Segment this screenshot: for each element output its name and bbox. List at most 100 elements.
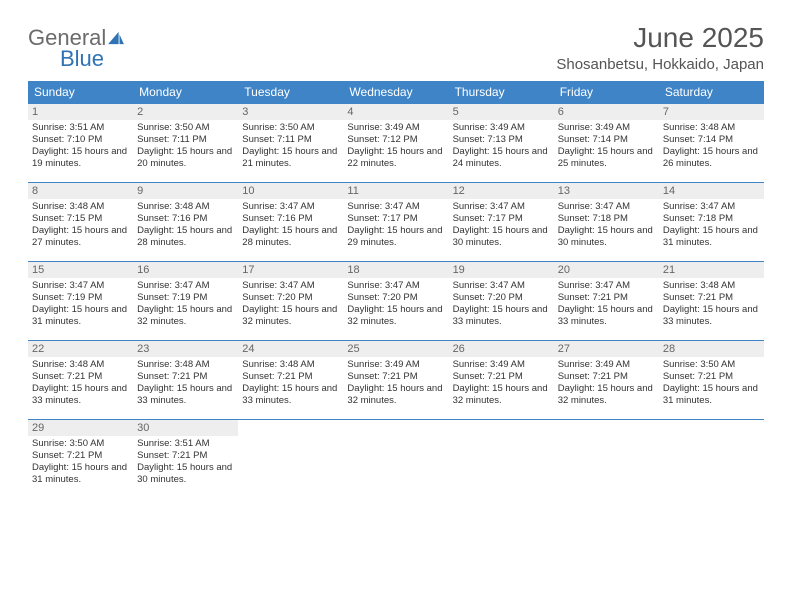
sunrise-line: Sunrise: 3:48 AM <box>32 201 129 213</box>
sunset-line: Sunset: 7:21 PM <box>242 371 339 383</box>
sunset-line: Sunset: 7:21 PM <box>347 371 444 383</box>
day-number: 12 <box>449 183 554 199</box>
daylight-line: Daylight: 15 hours and 28 minutes. <box>137 225 234 249</box>
day-cell: 25Sunrise: 3:49 AMSunset: 7:21 PMDayligh… <box>343 341 448 419</box>
sunset-line: Sunset: 7:21 PM <box>558 371 655 383</box>
sunrise-line: Sunrise: 3:51 AM <box>32 122 129 134</box>
sunrise-line: Sunrise: 3:47 AM <box>242 201 339 213</box>
sunset-line: Sunset: 7:19 PM <box>32 292 129 304</box>
sunrise-line: Sunrise: 3:48 AM <box>242 359 339 371</box>
sunset-line: Sunset: 7:11 PM <box>242 134 339 146</box>
day-cell: 13Sunrise: 3:47 AMSunset: 7:18 PMDayligh… <box>554 183 659 261</box>
day-cell: 1Sunrise: 3:51 AMSunset: 7:10 PMDaylight… <box>28 104 133 182</box>
sunrise-line: Sunrise: 3:47 AM <box>558 201 655 213</box>
day-number: 23 <box>133 341 238 357</box>
day-header-row: Sunday Monday Tuesday Wednesday Thursday… <box>28 81 764 104</box>
day-cell: 26Sunrise: 3:49 AMSunset: 7:21 PMDayligh… <box>449 341 554 419</box>
sunrise-line: Sunrise: 3:49 AM <box>453 359 550 371</box>
sunrise-line: Sunrise: 3:48 AM <box>663 280 760 292</box>
day-cell: 18Sunrise: 3:47 AMSunset: 7:20 PMDayligh… <box>343 262 448 340</box>
daylight-line: Daylight: 15 hours and 25 minutes. <box>558 146 655 170</box>
day-cell: 8Sunrise: 3:48 AMSunset: 7:15 PMDaylight… <box>28 183 133 261</box>
day-cell: 9Sunrise: 3:48 AMSunset: 7:16 PMDaylight… <box>133 183 238 261</box>
day-cell: 22Sunrise: 3:48 AMSunset: 7:21 PMDayligh… <box>28 341 133 419</box>
day-number: 4 <box>343 104 448 120</box>
day-cell <box>659 420 764 498</box>
daylight-line: Daylight: 15 hours and 28 minutes. <box>242 225 339 249</box>
day-number: 2 <box>133 104 238 120</box>
calendar: Sunday Monday Tuesday Wednesday Thursday… <box>28 81 764 498</box>
day-cell <box>449 420 554 498</box>
daylight-line: Daylight: 15 hours and 31 minutes. <box>32 462 129 486</box>
sunrise-line: Sunrise: 3:47 AM <box>242 280 339 292</box>
sunrise-line: Sunrise: 3:50 AM <box>242 122 339 134</box>
sunset-line: Sunset: 7:21 PM <box>137 450 234 462</box>
sunset-line: Sunset: 7:20 PM <box>453 292 550 304</box>
sunrise-line: Sunrise: 3:47 AM <box>453 201 550 213</box>
day-number: 9 <box>133 183 238 199</box>
title-block: June 2025 Shosanbetsu, Hokkaido, Japan <box>556 22 764 73</box>
day-cell: 20 Sunrise: 3:47 AMSunset: 7:21 PMDayligh… <box>554 262 659 340</box>
daylight-line: Daylight: 15 hours and 20 minutes. <box>137 146 234 170</box>
day-cell: 14Sunrise: 3:47 AMSunset: 7:18 PMDayligh… <box>659 183 764 261</box>
day-cell: 15Sunrise: 3:47 AMSunset: 7:19 PMDayligh… <box>28 262 133 340</box>
daylight-line: Daylight: 15 hours and 33 minutes. <box>32 383 129 407</box>
day-number: 16 <box>133 262 238 278</box>
day-cell: 6Sunrise: 3:49 AMSunset: 7:14 PMDaylight… <box>554 104 659 182</box>
sunrise-line: Sunrise: 3:47 AM <box>663 201 760 213</box>
day-number: 7 <box>659 104 764 120</box>
daylight-line: Daylight: 15 hours and 32 minutes. <box>347 383 444 407</box>
daylight-line: Daylight: 15 hours and 32 minutes. <box>137 304 234 328</box>
sunset-line: Sunset: 7:13 PM <box>453 134 550 146</box>
sunrise-line: Sunrise: 3:49 AM <box>558 359 655 371</box>
day-cell: 3Sunrise: 3:50 AMSunset: 7:11 PMDaylight… <box>238 104 343 182</box>
day-cell: 7Sunrise: 3:48 AMSunset: 7:14 PMDaylight… <box>659 104 764 182</box>
daylight-line: Daylight: 15 hours and 32 minutes. <box>347 304 444 328</box>
day-number: 29 <box>28 420 133 436</box>
sunrise-line: Sunrise: 3:47 AM <box>32 280 129 292</box>
sunset-line: Sunset: 7:17 PM <box>347 213 444 225</box>
sunset-line: Sunset: 7:15 PM <box>32 213 129 225</box>
daylight-line: Daylight: 15 hours and 33 minutes. <box>558 304 655 328</box>
day-number: 20 <box>554 262 659 278</box>
daylight-line: Daylight: 15 hours and 27 minutes. <box>32 225 129 249</box>
day-cell: 17Sunrise: 3:47 AMSunset: 7:20 PMDayligh… <box>238 262 343 340</box>
sunrise-line: Sunrise: 3:48 AM <box>137 201 234 213</box>
day-cell: 27Sunrise: 3:49 AMSunset: 7:21 PMDayligh… <box>554 341 659 419</box>
daylight-line: Daylight: 15 hours and 31 minutes. <box>32 304 129 328</box>
day-number: 1 <box>28 104 133 120</box>
sunrise-line: Sunrise: 3:49 AM <box>347 359 444 371</box>
sunset-line: Sunset: 7:21 PM <box>558 292 655 304</box>
day-header-wed: Wednesday <box>343 81 448 104</box>
sunset-line: Sunset: 7:20 PM <box>242 292 339 304</box>
sunrise-line: Sunrise: 3:47 AM <box>453 280 550 292</box>
week-row: 1Sunrise: 3:51 AMSunset: 7:10 PMDaylight… <box>28 104 764 183</box>
logo-sail-icon <box>107 28 125 49</box>
day-cell: 29Sunrise: 3:50 AMSunset: 7:21 PMDayligh… <box>28 420 133 498</box>
day-cell <box>343 420 448 498</box>
sunrise-line: Sunrise: 3:47 AM <box>558 280 655 292</box>
sunset-line: Sunset: 7:18 PM <box>663 213 760 225</box>
daylight-line: Daylight: 15 hours and 33 minutes. <box>137 383 234 407</box>
day-number: 27 <box>554 341 659 357</box>
sunset-line: Sunset: 7:12 PM <box>347 134 444 146</box>
day-cell <box>554 420 659 498</box>
sunrise-line: Sunrise: 3:50 AM <box>663 359 760 371</box>
daylight-line: Daylight: 15 hours and 29 minutes. <box>347 225 444 249</box>
day-number: 19 <box>449 262 554 278</box>
day-number: 22 <box>28 341 133 357</box>
day-number: 14 <box>659 183 764 199</box>
day-number: 6 <box>554 104 659 120</box>
day-number: 18 <box>343 262 448 278</box>
day-cell: 16Sunrise: 3:47 AMSunset: 7:19 PMDayligh… <box>133 262 238 340</box>
daylight-line: Daylight: 15 hours and 21 minutes. <box>242 146 339 170</box>
sunrise-line: Sunrise: 3:49 AM <box>558 122 655 134</box>
day-cell: 2Sunrise: 3:50 AMSunset: 7:11 PMDaylight… <box>133 104 238 182</box>
week-row: 8Sunrise: 3:48 AMSunset: 7:15 PMDaylight… <box>28 183 764 262</box>
daylight-line: Daylight: 15 hours and 32 minutes. <box>453 383 550 407</box>
daylight-line: Daylight: 15 hours and 31 minutes. <box>663 383 760 407</box>
day-header-sun: Sunday <box>28 81 133 104</box>
sunrise-line: Sunrise: 3:49 AM <box>347 122 444 134</box>
day-header-thu: Thursday <box>449 81 554 104</box>
sunrise-line: Sunrise: 3:47 AM <box>347 280 444 292</box>
